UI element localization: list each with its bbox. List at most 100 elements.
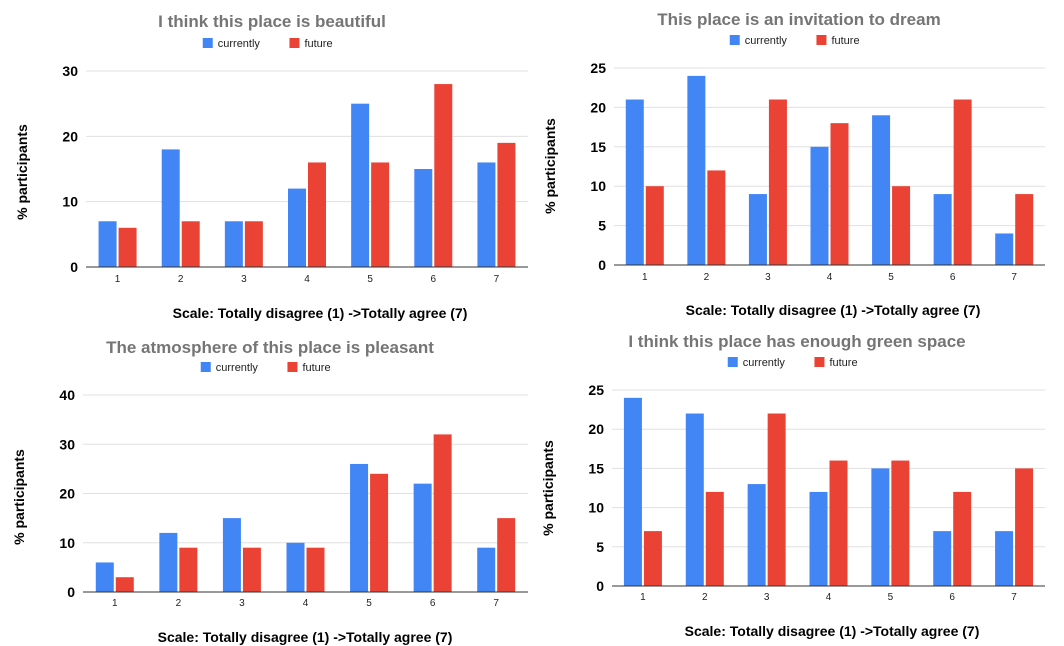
bar-currently-7 — [995, 233, 1014, 265]
bar-currently-2 — [161, 149, 180, 267]
legend-item-currently: currently — [200, 362, 259, 374]
x-tick-label: 7 — [1011, 272, 1017, 283]
bar-future-6 — [434, 84, 453, 267]
y-tick-label: 15 — [588, 460, 604, 476]
bar-currently-5 — [871, 468, 890, 586]
x-tick-label: 2 — [176, 598, 182, 609]
y-tick-label: 10 — [62, 194, 78, 210]
x-tick-label: 3 — [241, 274, 247, 285]
bar-future-5 — [891, 460, 910, 586]
x-tick-label: 1 — [640, 592, 646, 603]
bar-future-1 — [118, 227, 137, 267]
chart-title: The atmosphere of this place is pleasant — [106, 338, 434, 357]
y-tick-label: 30 — [62, 63, 78, 79]
x-tick-label: 6 — [431, 274, 437, 285]
bar-future-7 — [497, 142, 516, 267]
x-tick-label: 1 — [115, 274, 121, 285]
x-tick-label: 5 — [888, 592, 894, 603]
y-tick-label: 0 — [67, 584, 75, 600]
bar-future-3 — [244, 221, 263, 267]
bar-currently-5 — [872, 115, 891, 265]
bar-future-1 — [115, 577, 134, 592]
bar-currently-4 — [809, 491, 828, 586]
x-tick-label: 2 — [178, 274, 184, 285]
y-tick-label: 20 — [590, 99, 606, 115]
legend-item-future: future — [814, 357, 858, 369]
chart-title: I think this place is beautiful — [158, 12, 386, 31]
y-tick-label: 30 — [59, 436, 75, 452]
bar-currently-2 — [687, 75, 706, 265]
legend-swatch-future — [816, 35, 827, 45]
bar-currently-2 — [685, 413, 704, 586]
bar-currently-5 — [350, 463, 369, 592]
bar-future-6 — [953, 491, 972, 586]
chart-legend: currently future — [729, 35, 860, 47]
bar-currently-4 — [286, 542, 305, 592]
y-tick-label: 5 — [596, 539, 604, 555]
x-axis-label: Scale: Totally disagree (1) ->Totally ag… — [685, 623, 980, 639]
bar-currently-6 — [414, 169, 433, 267]
x-tick-label: 2 — [702, 592, 708, 603]
bar-currently-4 — [288, 188, 306, 267]
y-axis-label: % participants — [14, 124, 30, 220]
y-tick-label: 20 — [588, 421, 604, 437]
chart-legend: currently future — [202, 38, 333, 50]
bar-future-5 — [371, 162, 390, 267]
bar-currently-2 — [159, 532, 178, 592]
y-axis-label: % participants — [540, 440, 556, 536]
bar-currently-1 — [623, 397, 642, 586]
bar-future-3 — [242, 547, 261, 592]
bar-currently-1 — [95, 562, 114, 592]
y-tick-label: 0 — [70, 259, 78, 275]
legend-swatch-future — [287, 362, 298, 372]
bar-future-4 — [830, 123, 849, 265]
x-tick-label: 4 — [304, 274, 310, 285]
legend-swatch-currently — [727, 357, 738, 367]
y-tick-label: 20 — [59, 486, 75, 502]
legend-label-currently: currently — [743, 357, 786, 369]
x-tick-label: 1 — [112, 598, 118, 609]
legend-item-currently: currently — [729, 35, 787, 47]
bar-future-1 — [645, 186, 664, 265]
bar-future-2 — [179, 547, 198, 592]
bar-currently-3 — [224, 221, 243, 267]
bar-currently-3 — [747, 484, 766, 586]
bar-future-4 — [306, 547, 325, 592]
y-tick-label: 5 — [598, 218, 606, 234]
bar-future-2 — [707, 170, 726, 265]
x-tick-label: 6 — [430, 598, 436, 609]
legend-item-future: future — [287, 362, 331, 374]
x-tick-label: 7 — [1011, 592, 1017, 603]
bar-future-2 — [705, 491, 724, 586]
bar-currently-1 — [98, 221, 117, 267]
x-tick-label: 3 — [764, 592, 770, 603]
chart-1: I think this place is beautiful currently… — [14, 12, 528, 321]
bar-currently-7 — [995, 531, 1014, 586]
legend-label-currently: currently — [218, 38, 261, 50]
bar-currently-6 — [933, 194, 952, 265]
legend-swatch-future — [289, 38, 300, 48]
x-axis-label: Scale: Totally disagree (1) ->Totally ag… — [173, 305, 468, 321]
bar-future-7 — [1015, 194, 1034, 265]
chart-4: I think this place has enough green spac… — [540, 332, 1045, 639]
bar-currently-3 — [748, 194, 767, 265]
y-tick-label: 0 — [596, 578, 604, 594]
y-tick-label: 20 — [62, 128, 78, 144]
y-axis-label: % participants — [542, 118, 558, 214]
y-tick-label: 10 — [59, 535, 75, 551]
legend-swatch-currently — [200, 362, 211, 372]
legend-swatch-currently — [202, 38, 213, 48]
y-tick-label: 25 — [588, 382, 604, 398]
x-tick-label: 2 — [704, 272, 710, 283]
bar-currently-6 — [933, 531, 952, 586]
bar-future-7 — [497, 518, 516, 592]
legend-label-currently: currently — [216, 362, 259, 374]
y-tick-label: 25 — [590, 60, 606, 76]
bar-future-5 — [370, 473, 389, 592]
legend-item-future: future — [816, 35, 860, 47]
x-tick-label: 1 — [642, 272, 648, 283]
x-tick-label: 5 — [367, 274, 373, 285]
bar-future-6 — [953, 99, 972, 266]
chart-legend: currently future — [727, 357, 858, 369]
